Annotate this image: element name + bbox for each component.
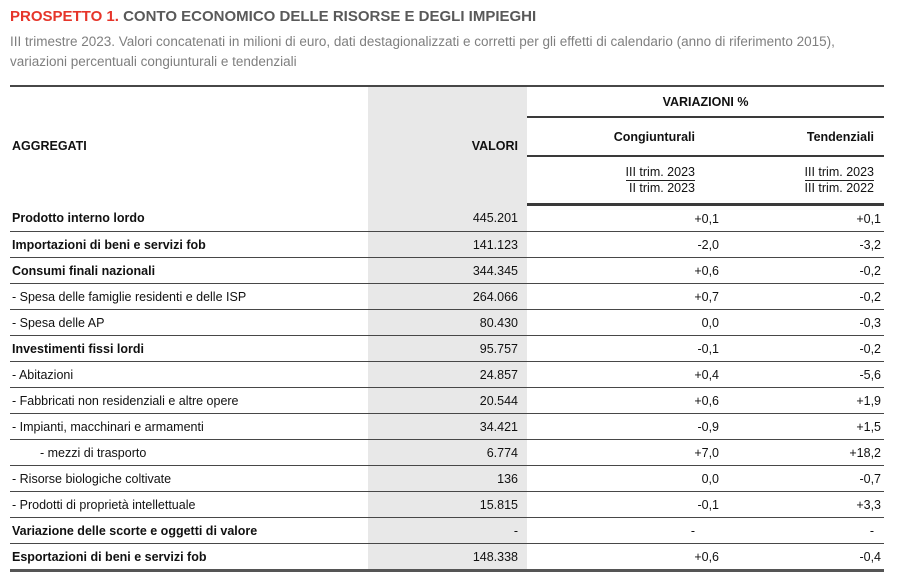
tendenziali-period-denominator: III trim. 2022: [804, 180, 875, 195]
congiunturali-cell: -: [527, 517, 723, 544]
table-row: - Impianti, macchinari e armamenti 34.42…: [10, 413, 885, 440]
tendenziali-cell: -0,7: [723, 465, 885, 492]
prospetto-table: AGGREGATI VALORI VARIAZIONI % Congiuntur…: [10, 85, 885, 572]
table-row: - Abitazioni 24.857 +0,4 -5,6: [10, 361, 885, 388]
tendenziali-period-header: III trim. 2023 III trim. 2022: [723, 156, 885, 206]
congiunturali-cell: +0,6: [527, 257, 723, 284]
congiunturali-period-numerator: III trim. 2023: [625, 164, 695, 181]
tendenziali-cell: -0,2: [723, 335, 885, 362]
table-row: Investimenti fissi lordi 95.757 -0,1 -0,…: [10, 335, 885, 362]
valori-cell: 6.774: [368, 439, 527, 466]
column-header-valori: VALORI: [368, 86, 527, 205]
valori-cell: 136: [368, 465, 527, 492]
congiunturali-cell: +7,0: [527, 439, 723, 466]
row-label: - Spesa delle famiglie residenti e delle…: [10, 283, 368, 310]
valori-cell: 34.421: [368, 413, 527, 440]
tendenziali-cell: +18,2: [723, 439, 885, 466]
row-label: - Spesa delle AP: [10, 309, 368, 336]
congiunturali-cell: -2,0: [527, 231, 723, 258]
valori-cell: 80.430: [368, 309, 527, 336]
valori-cell: 24.857: [368, 361, 527, 388]
row-label: - Risorse biologiche coltivate: [10, 465, 368, 492]
row-label: - Abitazioni: [10, 361, 368, 388]
valori-cell: 95.757: [368, 335, 527, 362]
valori-cell: -: [368, 517, 527, 544]
row-label: Importazioni di beni e servizi fob: [10, 231, 368, 258]
row-label: - Impianti, macchinari e armamenti: [10, 413, 368, 440]
row-label: Esportazioni di beni e servizi fob: [10, 543, 368, 572]
tendenziali-cell: +1,9: [723, 387, 885, 414]
table-body: Prodotto interno lordo 445.201 +0,1 +0,1…: [10, 204, 885, 572]
table-row: Importazioni di beni e servizi fob 141.1…: [10, 231, 885, 258]
column-header-variazioni: VARIAZIONI %: [527, 86, 885, 118]
tendenziali-cell: +1,5: [723, 413, 885, 440]
row-label: Variazione delle scorte e oggetti di val…: [10, 517, 368, 544]
page-title: PROSPETTO 1. CONTO ECONOMICO DELLE RISOR…: [10, 8, 900, 26]
congiunturali-cell: -0,9: [527, 413, 723, 440]
tendenziali-cell: -0,3: [723, 309, 885, 336]
row-label: - Fabbricati non residenziali e altre op…: [10, 387, 368, 414]
tendenziali-cell: +3,3: [723, 491, 885, 518]
table-row: - Spesa delle famiglie residenti e delle…: [10, 283, 885, 310]
congiunturali-cell: -0,1: [527, 335, 723, 362]
tendenziali-cell: +0,1: [723, 204, 885, 232]
prospetto-number-label: PROSPETTO 1.: [10, 8, 119, 25]
valori-cell: 344.345: [368, 257, 527, 284]
row-label: - mezzi di trasporto: [10, 439, 368, 466]
row-label: Investimenti fissi lordi: [10, 335, 368, 362]
congiunturali-cell: +0,6: [527, 387, 723, 414]
table-header: AGGREGATI VALORI VARIAZIONI % Congiuntur…: [10, 86, 885, 206]
congiunturali-period-header: III trim. 2023 II trim. 2023: [527, 156, 723, 206]
congiunturali-cell: +0,6: [527, 543, 723, 572]
row-label: Consumi finali nazionali: [10, 257, 368, 284]
table-row: - Fabbricati non residenziali e altre op…: [10, 387, 885, 414]
prospetto-title-text: CONTO ECONOMICO DELLE RISORSE E DEGLI IM…: [123, 8, 537, 25]
column-header-congiunturali: Congiunturali: [527, 117, 723, 157]
tendenziali-period-fraction: III trim. 2023 III trim. 2022: [804, 164, 875, 196]
row-label: - Prodotti di proprietà intellettuale: [10, 491, 368, 518]
table-row: - Spesa delle AP 80.430 0,0 -0,3: [10, 309, 885, 336]
tendenziali-cell: -5,6: [723, 361, 885, 388]
congiunturali-cell: +0,1: [527, 204, 723, 232]
table-subtitle: III trimestre 2023. Valori concatenati i…: [10, 34, 835, 69]
valori-cell: 148.338: [368, 543, 527, 572]
valori-cell: 264.066: [368, 283, 527, 310]
valori-cell: 141.123: [368, 231, 527, 258]
valori-cell: 15.815: [368, 491, 527, 518]
tendenziali-cell: -0,4: [723, 543, 885, 572]
congiunturali-cell: -0,1: [527, 491, 723, 518]
congiunturali-cell: +0,4: [527, 361, 723, 388]
congiunturali-cell: 0,0: [527, 309, 723, 336]
table-row: - mezzi di trasporto 6.774 +7,0 +18,2: [10, 439, 885, 466]
row-label: Prodotto interno lordo: [10, 204, 368, 232]
table-row: Consumi finali nazionali 344.345 +0,6 -0…: [10, 257, 885, 284]
table-row: - Prodotti di proprietà intellettuale 15…: [10, 491, 885, 518]
column-header-aggregati: AGGREGATI: [12, 138, 87, 153]
congiunturali-period-denominator: II trim. 2023: [629, 180, 695, 195]
table-row: Variazione delle scorte e oggetti di val…: [10, 517, 885, 544]
tendenziali-cell: -: [723, 517, 885, 544]
valori-cell: 20.544: [368, 387, 527, 414]
table-row: Prodotto interno lordo 445.201 +0,1 +0,1: [10, 204, 885, 232]
tendenziali-cell: -0,2: [723, 257, 885, 284]
valori-cell: 445.201: [368, 204, 527, 232]
tendenziali-cell: -0,2: [723, 283, 885, 310]
tendenziali-period-numerator: III trim. 2023: [804, 164, 875, 181]
congiunturali-period-fraction: III trim. 2023 II trim. 2023: [625, 164, 695, 196]
table-row: Esportazioni di beni e servizi fob 148.3…: [10, 543, 885, 572]
table-row: - Risorse biologiche coltivate 136 0,0 -…: [10, 465, 885, 492]
column-header-tendenziali: Tendenziali: [723, 117, 885, 157]
congiunturali-cell: +0,7: [527, 283, 723, 310]
tendenziali-cell: -3,2: [723, 231, 885, 258]
congiunturali-cell: 0,0: [527, 465, 723, 492]
